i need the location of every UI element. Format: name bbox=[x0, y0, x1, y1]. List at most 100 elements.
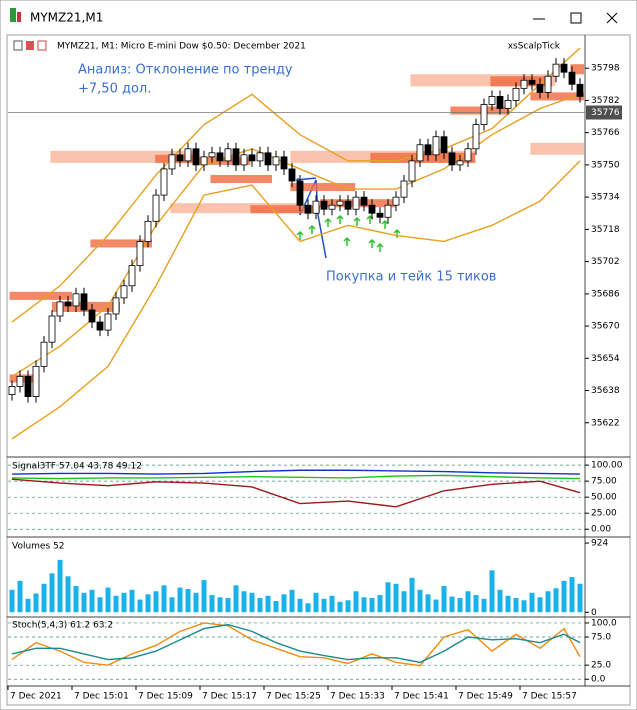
y-tick-label: 100.00 bbox=[591, 461, 623, 471]
volume-bar bbox=[433, 599, 439, 613]
candle-body bbox=[512, 87, 520, 101]
candle-body bbox=[448, 152, 456, 166]
candle-body bbox=[304, 204, 312, 214]
candle-body bbox=[232, 148, 240, 166]
volume-bar bbox=[105, 587, 111, 613]
candle-body bbox=[224, 148, 232, 162]
candle-body bbox=[472, 124, 480, 150]
x-tick-label: 7 Dec 15:41 bbox=[394, 692, 449, 702]
volume-bar bbox=[217, 597, 223, 613]
candle-body bbox=[200, 156, 208, 166]
volume-bar bbox=[361, 597, 367, 613]
candle-body bbox=[216, 152, 224, 162]
volume-bar bbox=[153, 591, 159, 613]
y-tick-label: 50.00 bbox=[591, 493, 617, 503]
volume-bar bbox=[425, 594, 431, 613]
candle-body bbox=[248, 154, 256, 162]
band-line bbox=[11, 47, 581, 323]
volume-bar bbox=[57, 559, 63, 613]
candle-body bbox=[168, 154, 176, 170]
volume-bar bbox=[393, 583, 399, 613]
y-tick-label: 0.0 bbox=[591, 675, 606, 685]
zone bbox=[210, 174, 272, 184]
volume-bar bbox=[497, 589, 503, 613]
volume-bar bbox=[537, 597, 543, 613]
close-button[interactable] bbox=[606, 12, 618, 24]
candle-body bbox=[504, 100, 512, 109]
annotation: +7,50 дол. bbox=[78, 82, 151, 97]
zone bbox=[9, 291, 73, 300]
volume-bar bbox=[513, 598, 519, 613]
band-line bbox=[11, 93, 581, 378]
volume-bar bbox=[145, 594, 151, 613]
y-tick-label: 35798 bbox=[591, 64, 620, 74]
y-tick-label: 35782 bbox=[591, 96, 620, 106]
volume-bar bbox=[33, 593, 39, 613]
volume-bar bbox=[465, 591, 471, 613]
candle-body bbox=[96, 321, 104, 331]
volume-bar bbox=[521, 600, 527, 613]
y-tick-label: 35622 bbox=[591, 418, 620, 428]
volume-bar bbox=[553, 588, 559, 613]
candle-body bbox=[80, 293, 88, 311]
y-tick-label: 75.00 bbox=[591, 477, 617, 487]
candle-body bbox=[288, 168, 296, 182]
volume-bar bbox=[185, 589, 191, 613]
volume-bar bbox=[385, 582, 391, 613]
volume-bar bbox=[225, 598, 231, 613]
last-price-box bbox=[586, 105, 622, 120]
y-tick-label: 35750 bbox=[591, 160, 620, 170]
volume-bar bbox=[577, 583, 583, 613]
candle-body bbox=[144, 220, 152, 242]
buy-arrow bbox=[308, 224, 316, 234]
x-tick-label: 7 Dec 15:33 bbox=[330, 692, 385, 702]
candle-body bbox=[496, 96, 504, 109]
indicator-line bbox=[11, 623, 581, 664]
candle-body bbox=[112, 297, 120, 315]
volume-bar bbox=[353, 591, 359, 613]
buy-arrow bbox=[376, 242, 384, 252]
volume-bar bbox=[569, 577, 575, 613]
chart-icon bbox=[37, 40, 47, 51]
y-tick-label: 35638 bbox=[591, 386, 620, 396]
zone bbox=[250, 205, 320, 214]
volume-bar bbox=[17, 580, 23, 613]
buy-arrow bbox=[368, 238, 376, 248]
volume-bar bbox=[297, 598, 303, 613]
volume-bar bbox=[409, 577, 415, 613]
y-tick-label: 35734 bbox=[591, 193, 620, 203]
candle-body bbox=[464, 148, 472, 162]
indicator-name: xsScalpTick bbox=[508, 42, 561, 52]
candle-body bbox=[376, 212, 384, 218]
volume-bar bbox=[337, 601, 343, 613]
y-tick-label: 35670 bbox=[591, 322, 620, 332]
candle-body bbox=[184, 148, 192, 162]
candle-body bbox=[24, 376, 32, 397]
volume-bar bbox=[457, 598, 463, 613]
candle-body bbox=[432, 136, 440, 156]
y-tick-label: 25.00 bbox=[591, 509, 617, 519]
volume-bar bbox=[233, 585, 239, 613]
candle-body bbox=[56, 301, 64, 317]
volume-bar bbox=[449, 596, 455, 613]
buy-arrow bbox=[353, 216, 361, 226]
volume-bar bbox=[505, 595, 511, 613]
chart-title: MYMZ21, M1: Micro E-mini Dow $0.50: Dece… bbox=[57, 42, 306, 52]
candle-body bbox=[336, 200, 344, 206]
candle-body bbox=[104, 313, 112, 331]
maximize-button[interactable] bbox=[570, 12, 582, 24]
volume-bar bbox=[473, 595, 479, 613]
candle-body bbox=[480, 104, 488, 126]
candle-body bbox=[72, 293, 80, 307]
candle-body bbox=[312, 200, 320, 214]
candle-body bbox=[392, 196, 400, 206]
buy-arrow bbox=[324, 217, 332, 227]
volume-bar bbox=[561, 580, 567, 613]
candle-body bbox=[160, 168, 168, 196]
volume-bar bbox=[273, 601, 279, 613]
buy-arrow bbox=[336, 214, 344, 224]
volume-bar bbox=[265, 595, 271, 613]
panel-title: Volumes 52 bbox=[12, 542, 64, 552]
candle-body bbox=[272, 156, 280, 166]
